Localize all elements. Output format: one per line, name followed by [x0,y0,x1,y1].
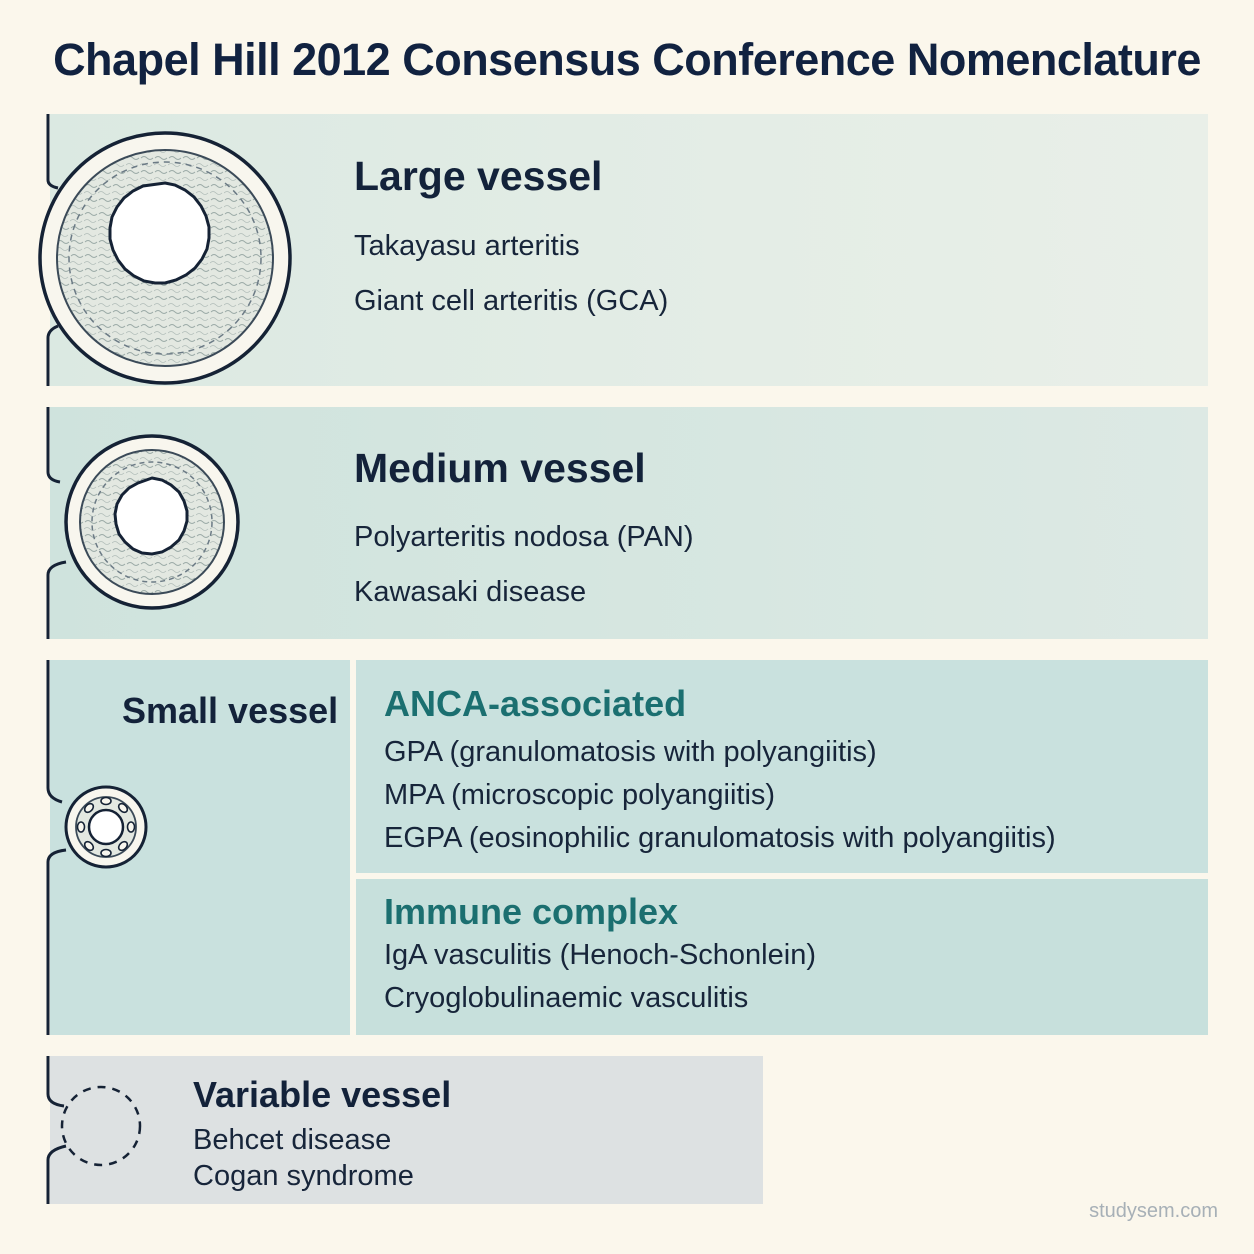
large-vessel-heading: Large vessel [354,153,603,199]
immune-complex-panel [356,879,1208,1035]
list-item: Polyarteritis nodosa (PAN) [354,521,694,553]
large-vessel-guide-line [46,114,59,386]
medium-vessel-panel [50,407,1208,639]
list-item: MPA (microscopic polyangiitis) [384,779,776,811]
variable-vessel-panel [50,1056,763,1204]
small-vessel-guide-line [46,660,67,1035]
footer-credit: studysem.com [1089,1200,1218,1222]
variable-vessel-icon [60,1085,142,1167]
list-item: GPA (granulomatosis with polyangiitis) [384,736,877,768]
list-item: Takayasu arteritis [354,230,580,262]
medium-vessel-icon [64,434,240,610]
immune-complex-heading: Immune complex [384,891,679,932]
small-vessel-icon [64,785,148,869]
anca-associated-heading: ANCA-associated [384,683,687,724]
list-item: Cogan syndrome [193,1160,414,1192]
medium-vessel-guide-line [46,407,67,639]
list-item: Cryoglobulinaemic vasculitis [384,982,749,1014]
small-vessel-heading: Small vessel [122,690,339,731]
variable-vessel-guide-line [46,1056,67,1204]
list-item: Behcet disease [193,1124,392,1156]
list-item: Kawasaki disease [354,576,587,608]
medium-vessel-heading: Medium vessel [354,445,646,491]
list-item: Giant cell arteritis (GCA) [354,285,669,317]
list-item: IgA vasculitis (Henoch-Schonlein) [384,939,816,971]
large-vessel-icon [38,131,292,385]
variable-vessel-heading: Variable vessel [193,1074,452,1115]
page-title: Chapel Hill 2012 Consensus Conference No… [53,34,1201,85]
anca-associated-panel [356,660,1208,873]
list-item: EGPA (eosinophilic granulomatosis with p… [384,822,1056,854]
